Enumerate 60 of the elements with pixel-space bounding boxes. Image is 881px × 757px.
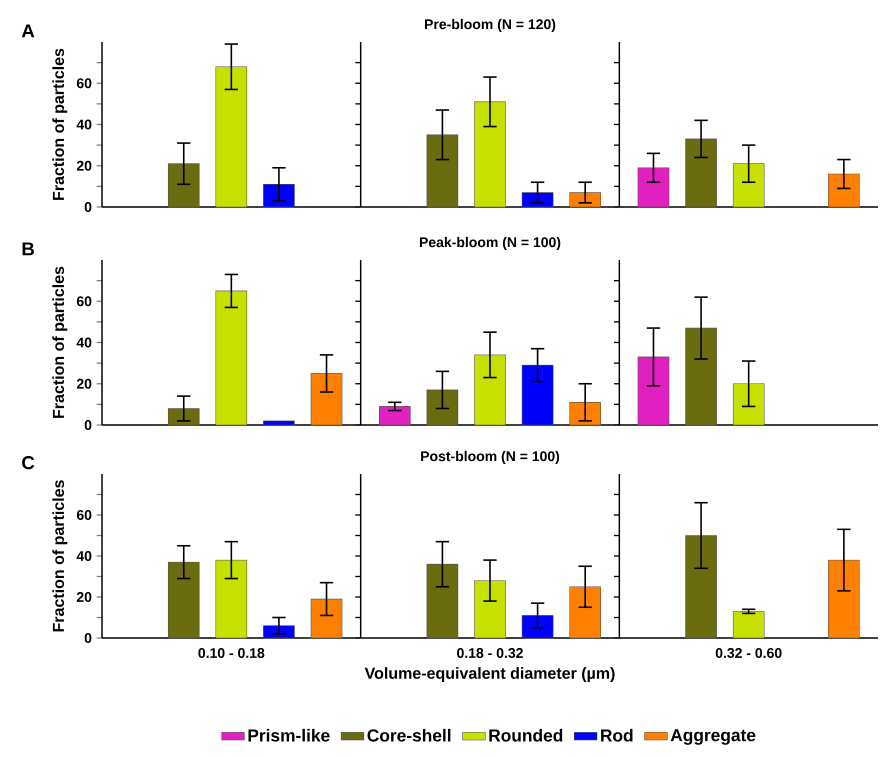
bar	[379, 406, 411, 426]
y-tick-label: 40	[76, 338, 92, 348]
bar	[685, 138, 717, 208]
y-tick-label: 60	[76, 296, 92, 306]
text: C	[22, 456, 34, 470]
bar	[828, 560, 860, 638]
bar	[474, 580, 506, 638]
chart-title: Pre-bloom (N = 120)	[425, 18, 556, 32]
y-axis-title: Fraction of particles	[52, 480, 68, 632]
bar	[685, 535, 717, 638]
bar	[638, 168, 670, 208]
y-tick-label: 40	[76, 120, 92, 130]
y-tick-label: 0	[84, 633, 92, 643]
bar	[685, 328, 717, 426]
bar	[522, 192, 554, 208]
legend-label: Rounded	[489, 728, 562, 742]
bar	[426, 564, 458, 638]
legend-label: Aggregate	[670, 729, 756, 745]
bar	[474, 102, 506, 208]
y-tick-label: 60	[76, 510, 92, 520]
y-tick-label: 0	[84, 420, 92, 430]
legend-label: Core-shell	[368, 728, 450, 742]
x-tick-label: 0.10 - 0.18	[198, 648, 264, 658]
bar	[168, 562, 200, 638]
y-tick-label: 20	[76, 160, 92, 171]
legend-label: Prism-like	[248, 728, 330, 742]
chart-title: Peak-bloom (N = 100)	[420, 236, 560, 250]
y-tick-label: 60	[76, 78, 92, 88]
bar	[168, 408, 200, 426]
legend-label: Rod	[601, 728, 632, 742]
x-tick-label: 0.18 - 0.32	[457, 648, 523, 658]
y-tick-label: 0	[84, 202, 92, 212]
bar	[569, 192, 601, 208]
bar	[522, 364, 554, 426]
text: A	[22, 24, 34, 38]
bar	[168, 163, 200, 208]
y-tick-label: 40	[76, 551, 92, 561]
bar	[216, 560, 248, 638]
chart-title: Post-bloom (N = 100)	[421, 450, 560, 464]
bar	[474, 354, 506, 426]
bar	[638, 356, 670, 426]
bar	[216, 290, 248, 426]
bar	[732, 163, 764, 208]
x-tick-label: 0.32 - 0.60	[716, 648, 782, 658]
bar	[732, 611, 764, 638]
bar	[569, 586, 601, 638]
y-axis-title: Fraction of particles	[52, 266, 68, 418]
bar	[310, 373, 342, 426]
text: B	[22, 242, 34, 256]
y-tick-label: 20	[76, 378, 92, 389]
bar	[263, 420, 295, 426]
bar	[522, 615, 554, 638]
bar	[263, 625, 295, 638]
bar	[426, 134, 458, 208]
bar	[828, 174, 860, 208]
x-axis-title: Volume-equivalent diameter (µm)	[364, 667, 615, 682]
y-tick-label: 20	[76, 592, 92, 602]
bar	[310, 598, 342, 638]
y-axis-title: Fraction of particles	[52, 48, 68, 200]
bar	[216, 66, 248, 208]
